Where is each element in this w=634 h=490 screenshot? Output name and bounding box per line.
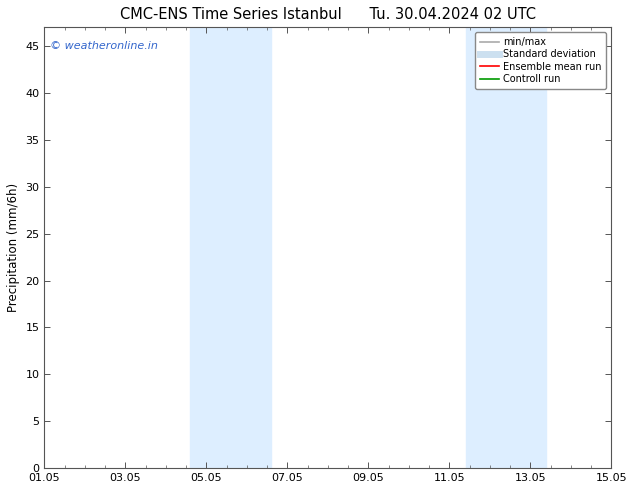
Y-axis label: Precipitation (mm/6h): Precipitation (mm/6h) (7, 183, 20, 312)
Bar (190, 27, 271, 468)
Text: © weatheronline.in: © weatheronline.in (50, 41, 158, 50)
Bar (465, 27, 547, 468)
Legend: min/max, Standard deviation, Ensemble mean run, Controll run: min/max, Standard deviation, Ensemble me… (475, 32, 606, 89)
Title: CMC-ENS Time Series Istanbul      Tu. 30.04.2024 02 UTC: CMC-ENS Time Series Istanbul Tu. 30.04.2… (120, 7, 536, 22)
